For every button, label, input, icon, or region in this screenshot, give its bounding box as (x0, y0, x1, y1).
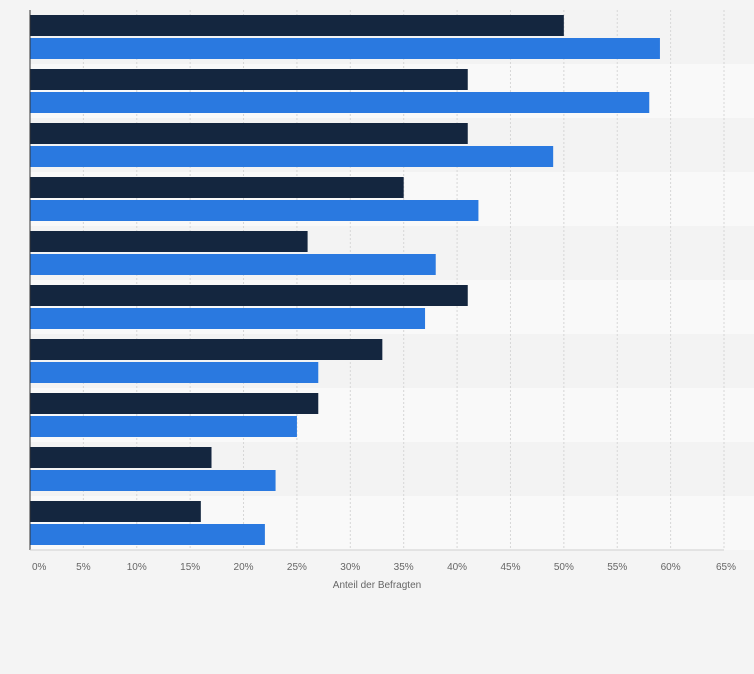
x-tick-label: 15% (180, 562, 200, 573)
x-tick-label: 10% (127, 562, 147, 573)
bar (30, 38, 660, 59)
x-tick-label: 50% (554, 562, 574, 573)
bar (30, 470, 276, 491)
bar (30, 92, 650, 113)
bar (30, 123, 468, 144)
x-tick-label: 35% (394, 562, 414, 573)
bar (30, 308, 426, 329)
bar (30, 501, 201, 522)
bar (30, 146, 554, 167)
bar (30, 200, 479, 221)
bar (30, 339, 383, 360)
bar (30, 447, 212, 468)
x-tick-label: 20% (234, 562, 254, 573)
x-axis-label: Anteil der Befragten (333, 580, 421, 591)
bar (30, 393, 319, 414)
x-tick-label: 60% (661, 562, 681, 573)
x-tick-label: 40% (447, 562, 467, 573)
bar (30, 254, 436, 275)
x-tick-label: 55% (607, 562, 627, 573)
x-tick-label: 65% (716, 562, 736, 573)
bar (30, 231, 308, 252)
bar (30, 416, 297, 437)
x-tick-label: 30% (340, 562, 360, 573)
x-tick-label: 45% (500, 562, 520, 573)
bar (30, 524, 265, 545)
x-tick-label: 0% (32, 562, 47, 573)
bar (30, 362, 319, 383)
bar (30, 15, 564, 36)
bar (30, 177, 404, 198)
bar (30, 285, 468, 306)
x-tick-label: 25% (287, 562, 307, 573)
x-tick-label: 5% (76, 562, 91, 573)
bar (30, 69, 468, 90)
